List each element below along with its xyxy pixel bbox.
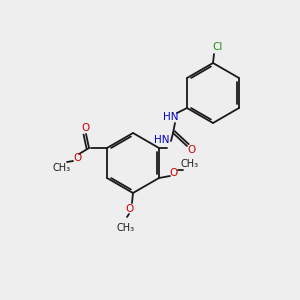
Text: CH₃: CH₃ <box>53 163 71 173</box>
Text: CH₃: CH₃ <box>181 159 199 169</box>
Text: Cl: Cl <box>213 42 223 52</box>
Text: CH₃: CH₃ <box>117 223 135 233</box>
Text: O: O <box>170 168 178 178</box>
Text: O: O <box>125 204 133 214</box>
Text: O: O <box>187 145 195 155</box>
Text: HN: HN <box>154 135 170 145</box>
Text: O: O <box>81 123 89 133</box>
Text: O: O <box>73 153 81 163</box>
Text: HN: HN <box>163 112 179 122</box>
